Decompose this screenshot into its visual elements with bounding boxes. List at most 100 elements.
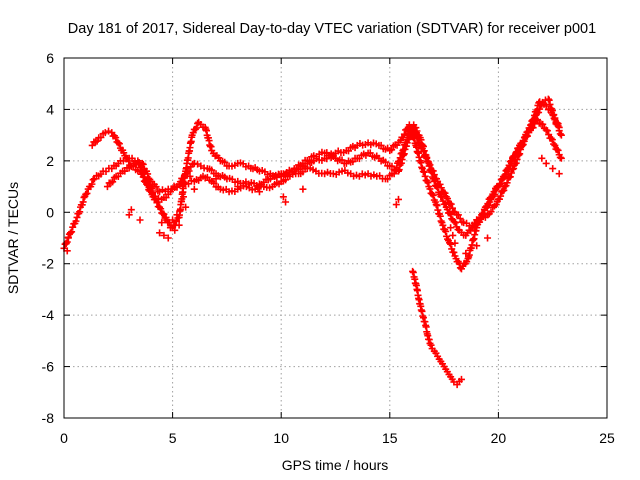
data-point <box>448 204 456 212</box>
data-point <box>500 186 508 194</box>
data-point <box>192 124 200 132</box>
data-point <box>381 158 389 166</box>
data-point <box>428 190 436 198</box>
y-tick-label: 2 <box>46 153 54 169</box>
data-point <box>396 154 404 162</box>
data-point <box>413 134 421 142</box>
data-point <box>88 141 96 149</box>
data-point <box>388 146 396 154</box>
data-point <box>503 179 511 187</box>
data-point <box>447 200 455 208</box>
data-point <box>147 187 155 195</box>
data-point <box>429 167 437 175</box>
data-point <box>491 190 499 198</box>
data-point <box>495 195 503 203</box>
data-point <box>63 238 71 246</box>
data-point <box>444 235 452 243</box>
data-point <box>305 156 313 164</box>
data-point <box>548 136 556 144</box>
data-point <box>555 170 563 178</box>
data-point <box>208 166 216 174</box>
data-point <box>539 120 547 128</box>
data-point <box>210 179 218 187</box>
data-point <box>399 133 407 141</box>
data-point <box>127 206 135 214</box>
data-point <box>144 170 152 178</box>
data-point <box>420 168 428 176</box>
y-tick-label: -2 <box>42 256 55 272</box>
data-point <box>68 228 76 236</box>
data-point <box>484 234 492 242</box>
data-point <box>279 193 287 201</box>
data-point <box>447 240 455 248</box>
data-point <box>454 211 462 219</box>
data-point <box>182 203 190 211</box>
data-point <box>390 170 398 178</box>
data-point <box>450 248 458 256</box>
data-point <box>536 105 544 113</box>
y-tick-label: -8 <box>42 410 55 426</box>
x-tick-label: 5 <box>169 430 177 446</box>
data-point <box>442 227 450 235</box>
data-point <box>427 341 435 349</box>
data-point <box>547 105 555 113</box>
x-tick-label: 0 <box>60 430 68 446</box>
y-tick-label: 4 <box>46 101 54 117</box>
data-point <box>157 205 165 213</box>
data-point <box>456 215 464 223</box>
data-point <box>255 188 263 196</box>
data-point <box>112 134 120 142</box>
data-point <box>544 95 552 103</box>
data-point <box>507 169 515 177</box>
data-point <box>542 102 550 110</box>
data-point <box>557 131 565 139</box>
x-tick-label: 10 <box>273 430 289 446</box>
data-point <box>83 189 91 197</box>
data-point <box>164 234 172 242</box>
data-point <box>501 183 509 191</box>
data-point <box>282 198 290 206</box>
data-point <box>393 164 401 172</box>
data-point <box>436 212 444 220</box>
data-point <box>457 375 465 383</box>
data-point <box>138 159 146 167</box>
data-point <box>282 176 290 184</box>
data-points <box>60 95 565 389</box>
data-point <box>555 123 563 131</box>
data-point <box>109 178 117 186</box>
data-point <box>388 162 396 170</box>
data-point <box>545 96 553 104</box>
data-point <box>556 153 564 161</box>
data-point <box>451 219 459 227</box>
data-point <box>554 120 562 128</box>
data-point <box>194 119 202 127</box>
data-point <box>105 127 113 135</box>
data-point <box>441 189 449 197</box>
plot-frame <box>63 57 608 419</box>
data-point <box>436 180 444 188</box>
data-point <box>392 201 400 209</box>
data-point <box>395 157 403 165</box>
data-point <box>462 249 470 257</box>
data-point <box>553 145 561 153</box>
data-point <box>76 208 84 216</box>
data-point <box>497 180 505 188</box>
y-tick-label: 6 <box>46 50 54 66</box>
y-tick-label: -6 <box>42 359 55 375</box>
x-tick-label: 15 <box>382 430 398 446</box>
data-point <box>478 211 486 219</box>
data-point <box>88 180 96 188</box>
data-point <box>175 221 183 229</box>
data-point <box>554 146 562 154</box>
data-point <box>551 141 559 149</box>
data-point <box>496 181 504 189</box>
data-point <box>190 185 198 193</box>
data-point <box>166 224 174 232</box>
data-point <box>408 123 416 131</box>
data-point <box>439 221 447 229</box>
data-point <box>433 202 441 210</box>
data-point <box>158 219 166 227</box>
data-point <box>160 231 168 239</box>
data-point <box>93 137 101 145</box>
data-point <box>89 176 97 184</box>
